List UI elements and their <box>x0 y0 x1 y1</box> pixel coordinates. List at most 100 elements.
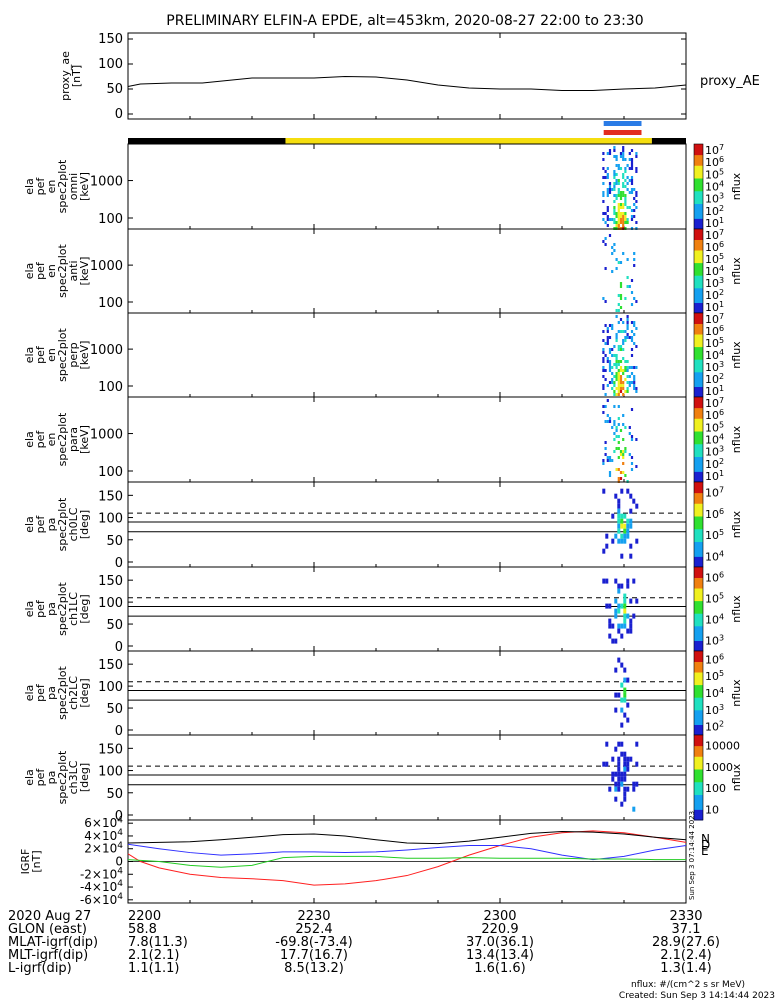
spectrogram-cell <box>619 378 623 381</box>
colorbar-tick-label: 101 <box>705 384 724 398</box>
colorbar-cell <box>694 714 703 717</box>
y-tick-label: 150 <box>98 658 123 673</box>
colorbar-cell <box>694 156 703 160</box>
spectrogram-cell <box>606 191 609 194</box>
spectrogram-cell <box>602 369 605 372</box>
colorbar-cell <box>694 382 703 385</box>
colorbar-cell <box>694 462 703 466</box>
pitch-spectrogram-cell <box>632 578 636 584</box>
spectrogram-cell <box>606 173 609 176</box>
spectrogram-cell <box>630 336 634 339</box>
spectrogram-cell <box>611 252 614 255</box>
colorbar-cell <box>694 516 703 519</box>
y-tick-label: 100 <box>98 596 123 611</box>
spectrogram-cell <box>619 206 623 209</box>
spectrogram-cell <box>630 408 634 411</box>
colorbar-cell <box>694 811 703 815</box>
spectrogram-cell <box>611 270 614 273</box>
colorbar-cell <box>694 665 703 669</box>
spectrogram-cell <box>630 279 634 282</box>
energy-ylabel: pef <box>34 261 47 280</box>
spectrogram-cell <box>635 387 638 390</box>
spectrogram-cell <box>628 366 631 369</box>
colorbar-cell <box>694 571 703 574</box>
colorbar-cell <box>694 222 703 226</box>
spectrogram-cell <box>633 333 636 336</box>
pitch-spectrogram-cell <box>617 498 621 504</box>
spectrogram-cell <box>613 420 616 423</box>
spectrogram-cell <box>635 366 638 369</box>
spectrogram-cell <box>635 194 638 197</box>
colorbar-cell <box>694 171 703 175</box>
energy-ylabel: en <box>45 348 58 362</box>
pitch-spectrogram-cell <box>620 722 624 728</box>
spectrogram-cell <box>608 360 612 363</box>
pitch-spectrogram-cell <box>620 523 624 529</box>
pitch-spectrogram-cell <box>635 598 639 604</box>
colorbar-cell <box>694 758 703 761</box>
spectrogram-cell <box>606 456 609 459</box>
energy-panel-frame <box>127 143 687 230</box>
colorbar-cell <box>694 409 703 413</box>
energy-ylabel: en <box>45 264 58 278</box>
colorbar-tick-label: 103 <box>705 445 724 459</box>
igrf-line-total <box>127 830 687 845</box>
spectrogram-cell <box>626 176 629 179</box>
colorbar-tick-label: 105 <box>705 592 724 606</box>
pitch-spectrogram-cell <box>620 682 624 688</box>
pitch-spectrogram-cell <box>635 538 639 544</box>
spectrogram-cell <box>630 182 634 185</box>
spectrogram-cell <box>606 194 609 197</box>
spectrogram-cell <box>602 200 605 203</box>
spectrogram-cell <box>615 333 618 336</box>
spectrogram-cell <box>633 297 636 300</box>
spectrogram-cell <box>617 456 620 459</box>
colorbar-cell <box>694 197 703 200</box>
spectrogram-cell <box>615 429 618 432</box>
pitch-ylabel: ch1LC <box>67 592 80 626</box>
colorbar-cell <box>694 243 703 247</box>
pitch-spectrogram-cell <box>617 503 621 509</box>
pitch-spectrogram-cell <box>602 761 606 767</box>
spectrogram-cell <box>630 303 634 306</box>
spectrogram-cell <box>633 366 636 369</box>
pitch-spectrogram-cell <box>620 707 624 713</box>
spectrogram-cell <box>604 212 607 215</box>
pitch-spectrogram-cell <box>620 776 624 782</box>
spectrogram-cell <box>613 188 616 191</box>
spectrogram-cell <box>606 420 609 423</box>
pitch-spectrogram-cell <box>602 488 606 494</box>
colorbar-cell <box>694 602 703 606</box>
colorbar-cell <box>694 511 703 515</box>
pitch-ylabel: pef <box>34 515 47 534</box>
spectrogram-cell <box>622 146 625 149</box>
spectrogram-cell <box>613 149 616 152</box>
spectrogram-cell <box>608 420 612 423</box>
colorbar-cell <box>694 533 703 536</box>
colorbar-cell <box>694 469 703 472</box>
spectrogram-cell <box>615 366 618 369</box>
spectrogram-cell <box>617 417 620 420</box>
pitch-ylabel: ch0LC <box>67 507 80 541</box>
colorbar-cell <box>694 394 703 398</box>
colorbar-tick-label: 102 <box>705 288 724 302</box>
colorbar-tick-label: 105 <box>705 669 724 683</box>
colorbar-tick-label: 107 <box>705 143 724 157</box>
pitch-spectrogram-cell <box>617 771 621 777</box>
spectrogram-cell <box>619 155 623 158</box>
spectrogram-cell <box>617 441 620 444</box>
spectrogram-cell <box>613 375 616 378</box>
spectrogram-cell <box>633 264 636 267</box>
colorbar-label: nflux <box>730 679 743 707</box>
spectrogram-cell <box>613 170 616 173</box>
colorbar-cell <box>694 718 703 721</box>
spectrogram-cell <box>613 423 616 426</box>
spectrogram-cell <box>613 146 616 149</box>
colorbar-cell <box>694 709 703 713</box>
colorbar-tick-label: 103 <box>705 703 724 717</box>
energy-ylabel: spec2plot <box>56 328 69 382</box>
colorbar-cell <box>694 371 703 375</box>
spectrogram-cell <box>619 306 623 309</box>
spectrogram-cell <box>622 453 625 456</box>
spectrogram-cell <box>619 197 623 200</box>
